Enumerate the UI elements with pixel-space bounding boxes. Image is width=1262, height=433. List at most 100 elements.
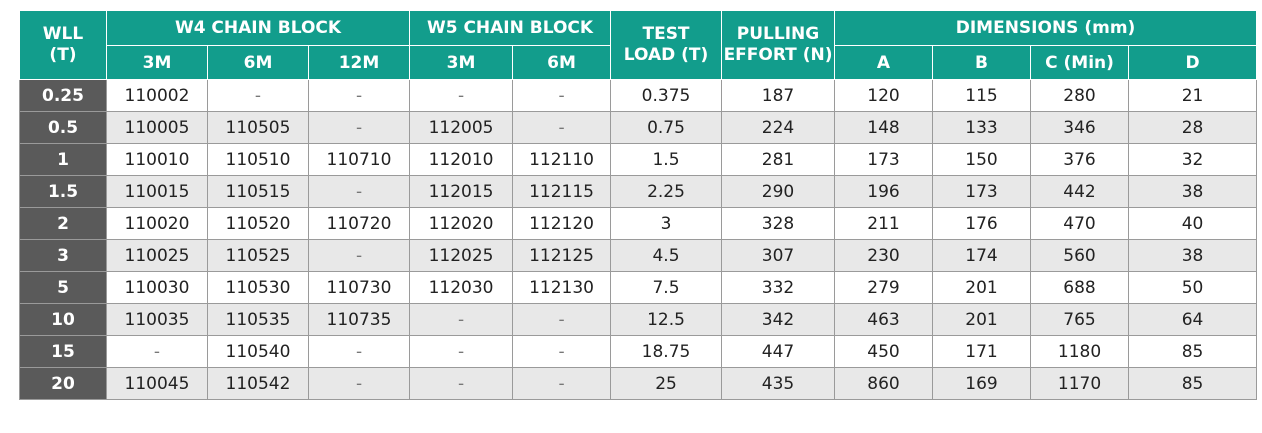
cell-w4-6m: 110530	[207, 271, 309, 304]
cell-w4-12m: -	[307, 367, 411, 400]
cell-w4-12m: 110720	[307, 207, 411, 240]
cell-w4-6m: 110525	[207, 239, 309, 272]
header-test-load-line1: TEST	[642, 24, 690, 44]
cell-w4-12m: 110710	[307, 143, 411, 176]
cell-test-load: 18.75	[610, 335, 723, 368]
chain-block-spec-table-container: WLL (T) W4 CHAIN BLOCK W5 CHAIN BLOCK TE…	[19, 10, 1258, 400]
header-dim-d: D	[1128, 45, 1258, 80]
cell-w5-6m: 112130	[512, 271, 612, 304]
header-wll: WLL (T)	[19, 10, 107, 80]
header-w4-12m: 12M	[307, 45, 411, 80]
cell-w4-6m: 110505	[207, 111, 309, 144]
cell-w4-6m: 110510	[207, 143, 309, 176]
cell-wll: 15	[19, 335, 107, 368]
cell-wll: 5	[19, 271, 107, 304]
cell-pulling-effort: 435	[721, 367, 836, 400]
cell-dim-b: 171	[932, 335, 1032, 368]
cell-dim-b: 173	[932, 175, 1032, 208]
cell-dim-c: 376	[1030, 143, 1130, 176]
cell-test-load: 0.375	[610, 79, 723, 112]
cell-test-load: 12.5	[610, 303, 723, 336]
cell-pulling-effort: 328	[721, 207, 836, 240]
cell-dim-c: 765	[1030, 303, 1130, 336]
header-dim-a: A	[834, 45, 934, 80]
cell-w4-12m: -	[307, 335, 411, 368]
cell-dim-c: 1170	[1030, 367, 1130, 400]
cell-dim-b: 174	[932, 239, 1032, 272]
cell-dim-d: 85	[1128, 367, 1258, 400]
header-test-load-line2: LOAD (T)	[623, 45, 709, 65]
header-w4-3m: 3M	[106, 45, 208, 80]
cell-pulling-effort: 342	[721, 303, 836, 336]
table-row: 3 110025 110525-112025 112125 4.5 307 230 174 56…	[19, 239, 1258, 272]
cell-w4-12m: 110730	[307, 271, 411, 304]
cell-test-load: 7.5	[610, 271, 723, 304]
table-row: 0.25 110002- - - -0.375 187 120 115 280 21	[19, 79, 1258, 112]
cell-w4-6m: 110535	[207, 303, 309, 336]
table-row: 20 110045 110542- - -25 435 860 169 1170 85	[19, 367, 1258, 400]
header-test-load: TEST LOAD (T)	[610, 10, 723, 80]
header-dim-b: B	[932, 45, 1032, 80]
cell-w5-6m: 112110	[512, 143, 612, 176]
cell-w4-3m: -	[106, 335, 208, 368]
cell-dim-d: 38	[1128, 175, 1258, 208]
cell-w4-12m: -	[307, 111, 411, 144]
cell-w5-3m: -	[409, 303, 514, 336]
cell-dim-a: 211	[834, 207, 934, 240]
cell-dim-d: 64	[1128, 303, 1258, 336]
cell-dim-a: 196	[834, 175, 934, 208]
cell-w5-6m: 112115	[512, 175, 612, 208]
header-dimensions: DIMENSIONS (mm)	[834, 10, 1258, 46]
cell-dim-a: 148	[834, 111, 934, 144]
cell-dim-a: 450	[834, 335, 934, 368]
cell-wll: 0.5	[19, 111, 107, 144]
cell-dim-a: 120	[834, 79, 934, 112]
cell-w4-3m: 110020	[106, 207, 208, 240]
cell-test-load: 4.5	[610, 239, 723, 272]
table-row: 1.5 110015 110515-112015 112115 2.25 290 196 17…	[19, 175, 1258, 208]
header-w5-chain-block: W5 CHAIN BLOCK	[409, 10, 612, 46]
cell-pulling-effort: 332	[721, 271, 836, 304]
cell-w5-3m: 112015	[409, 175, 514, 208]
cell-dim-b: 201	[932, 271, 1032, 304]
cell-w5-3m: 112025	[409, 239, 514, 272]
cell-dim-d: 28	[1128, 111, 1258, 144]
cell-dim-c: 280	[1030, 79, 1130, 112]
cell-wll: 20	[19, 367, 107, 400]
cell-w4-12m: -	[307, 79, 411, 112]
cell-w5-3m: 112010	[409, 143, 514, 176]
cell-wll: 3	[19, 239, 107, 272]
cell-w5-6m: 112125	[512, 239, 612, 272]
header-w4-6m: 6M	[207, 45, 309, 80]
cell-dim-b: 150	[932, 143, 1032, 176]
cell-w5-3m: 112005	[409, 111, 514, 144]
table-row: 15-110540- - -18.75 447 450 171 1180 85	[19, 335, 1258, 368]
cell-w5-3m: -	[409, 367, 514, 400]
cell-wll: 1.5	[19, 175, 107, 208]
cell-dim-c: 470	[1030, 207, 1130, 240]
cell-w4-6m: 110515	[207, 175, 309, 208]
cell-w5-3m: -	[409, 79, 514, 112]
cell-dim-c: 346	[1030, 111, 1130, 144]
header-w5-6m: 6M	[512, 45, 612, 80]
cell-dim-c: 1180	[1030, 335, 1130, 368]
cell-w5-6m: -	[512, 111, 612, 144]
cell-test-load: 25	[610, 367, 723, 400]
cell-w4-6m: 110542	[207, 367, 309, 400]
cell-pulling-effort: 224	[721, 111, 836, 144]
cell-w4-3m: 110035	[106, 303, 208, 336]
cell-dim-d: 32	[1128, 143, 1258, 176]
cell-w5-3m: -	[409, 335, 514, 368]
table-row: 5 110030 110530 110730 112030 112130 7.5 332 279…	[19, 271, 1258, 304]
cell-dim-c: 560	[1030, 239, 1130, 272]
table-row: 2 110020 110520 110720 112020 112120 3 328 211 17…	[19, 207, 1258, 240]
table-body: 0.25 110002- - - -0.375 187 120 115 280 21 0.5 1100…	[19, 79, 1258, 400]
header-pulling-effort: PULLING EFFORT (N)	[721, 10, 836, 80]
cell-dim-a: 860	[834, 367, 934, 400]
header-w4-chain-block: W4 CHAIN BLOCK	[105, 10, 411, 46]
cell-w5-6m: -	[512, 303, 612, 336]
cell-w4-3m: 110030	[106, 271, 208, 304]
header-pulling-effort-line2: EFFORT (N)	[723, 45, 833, 65]
cell-w5-3m: 112030	[409, 271, 514, 304]
cell-wll: 2	[19, 207, 107, 240]
